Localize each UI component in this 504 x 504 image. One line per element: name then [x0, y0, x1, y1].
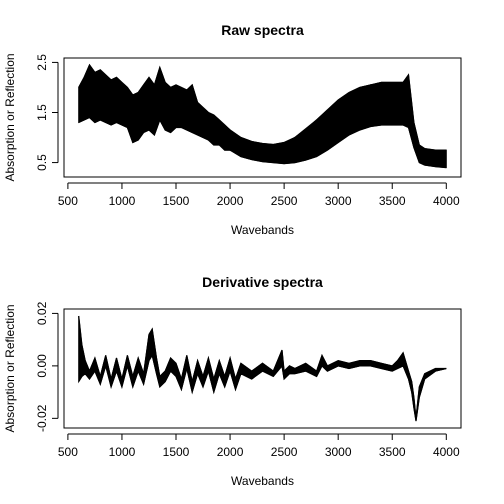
x-tick-label: 3500: [379, 445, 406, 459]
series-line-1: [78, 353, 447, 422]
x-tick-label: 500: [58, 194, 78, 208]
x-tick-label: 3500: [379, 194, 406, 208]
series-line-0: [78, 315, 447, 419]
plot-frame: [63, 308, 462, 429]
chart-title: Raw spectra: [221, 22, 304, 38]
x-tick-label: 1500: [163, 445, 190, 459]
raw-spectra-panel: 500 1000 1500 2000 2500 3000 3500 4000 0.5 1.5 2.5…: [3, 22, 462, 237]
x-tick-label: 3000: [325, 194, 352, 208]
x-tick-label: 1000: [109, 445, 136, 459]
chart-title: Derivative spectra: [202, 274, 323, 290]
derivative-spectra-panel: 500 1000 1500 2000 2500 3000 3500 4000 -0.02 0.00…: [3, 274, 462, 488]
y-tick-label: 1.5: [35, 104, 49, 121]
x-tick-label: 2000: [217, 445, 244, 459]
x-tick-label: 4000: [433, 194, 460, 208]
x-tick-label: 4000: [433, 445, 460, 459]
x-tick-label: 3000: [325, 445, 352, 459]
series-group: [78, 63, 447, 169]
y-tick-label: -0.02: [35, 404, 49, 432]
y-axis-label: Absorption or Reflection: [3, 304, 17, 432]
y-axis-label: Absorption or Reflection: [3, 53, 17, 181]
x-tick-label: 2500: [271, 445, 298, 459]
y-tick-label: 0.02: [35, 301, 49, 325]
x-axis-label: Wavebands: [231, 474, 294, 488]
series-line-0: [78, 116, 447, 169]
plot-frame: [63, 57, 462, 178]
x-tick-label: 2000: [217, 194, 244, 208]
series-group: [78, 315, 447, 422]
y-tick-label: 0.00: [35, 354, 49, 378]
x-tick-label: 1500: [163, 194, 190, 208]
y-tick-label: 2.5: [35, 54, 49, 71]
series-line-1: [78, 63, 447, 151]
x-tick-label: 2500: [271, 194, 298, 208]
x-axis-label: Wavebands: [231, 223, 294, 237]
series-line-2: [127, 84, 409, 155]
x-tick-label: 500: [58, 445, 78, 459]
spectra-band: [78, 315, 447, 422]
y-tick-label: 0.5: [35, 154, 49, 171]
x-tick-label: 1000: [109, 194, 136, 208]
